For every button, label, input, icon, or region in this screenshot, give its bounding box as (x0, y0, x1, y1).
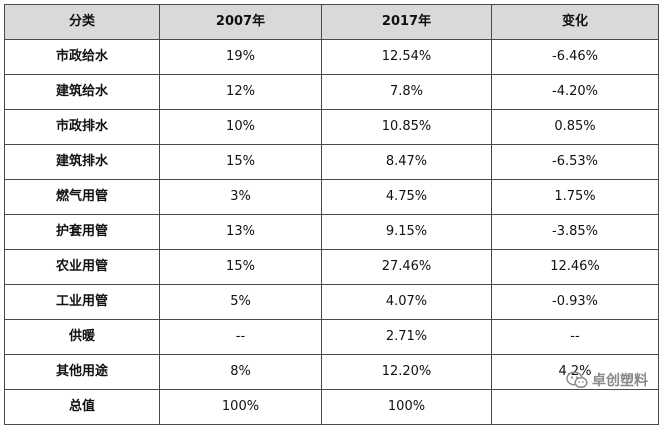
value-2017-cell: 9.15% (321, 214, 492, 250)
change-cell: -3.85% (491, 214, 659, 250)
table-row: 供暖 -- 2.71% -- (4, 319, 659, 355)
value-2017-cell: 2.71% (321, 319, 492, 355)
wechat-icon (566, 371, 588, 389)
value-2017-cell: 100% (321, 389, 492, 425)
change-cell: -4.20% (491, 74, 659, 110)
value-2007-cell: 13% (159, 214, 322, 250)
change-cell: 0.85% (491, 109, 659, 145)
change-cell: 12.46% (491, 249, 659, 285)
table-row: 农业用管 15% 27.46% 12.46% (4, 249, 659, 285)
category-cell: 其他用途 (4, 354, 160, 390)
value-2017-cell: 4.07% (321, 284, 492, 320)
value-2007-cell: -- (159, 319, 322, 355)
value-2007-cell: 15% (159, 249, 322, 285)
table-row: 燃气用管 3% 4.75% 1.75% (4, 179, 659, 215)
change-cell: 1.75% (491, 179, 659, 215)
change-cell: -6.46% (491, 39, 659, 75)
category-cell: 供暖 (4, 319, 160, 355)
value-2007-cell: 12% (159, 74, 322, 110)
value-2007-cell: 10% (159, 109, 322, 145)
category-cell: 工业用管 (4, 284, 160, 320)
table-row: 护套用管 13% 9.15% -3.85% (4, 214, 659, 250)
header-2017: 2017年 (321, 4, 492, 40)
table-row: 其他用途 8% 12.20% 4.2% (4, 354, 659, 390)
header-2007: 2007年 (159, 4, 322, 40)
category-cell: 建筑排水 (4, 144, 160, 180)
value-2007-cell: 3% (159, 179, 322, 215)
change-cell: -- (491, 319, 659, 355)
header-change: 变化 (491, 4, 659, 40)
value-2007-cell: 19% (159, 39, 322, 75)
table-row: 建筑排水 15% 8.47% -6.53% (4, 144, 659, 180)
category-cell: 总值 (4, 389, 160, 425)
value-2017-cell: 12.20% (321, 354, 492, 390)
value-2017-cell: 27.46% (321, 249, 492, 285)
data-table: 分类 2007年 2017年 变化 市政给水 19% 12.54% -6.46%… (4, 4, 659, 425)
category-cell: 市政排水 (4, 109, 160, 145)
header-row: 分类 2007年 2017年 变化 (4, 4, 659, 40)
value-2017-cell: 7.8% (321, 74, 492, 110)
value-2007-cell: 15% (159, 144, 322, 180)
table-row-total: 总值 100% 100% (4, 389, 659, 425)
value-2007-cell: 100% (159, 389, 322, 425)
category-cell: 建筑给水 (4, 74, 160, 110)
change-cell: -6.53% (491, 144, 659, 180)
change-cell: -0.93% (491, 284, 659, 320)
watermark: 卓创塑料 (566, 370, 648, 390)
table-row: 工业用管 5% 4.07% -0.93% (4, 284, 659, 320)
value-2007-cell: 8% (159, 354, 322, 390)
category-cell: 燃气用管 (4, 179, 160, 215)
table-row: 建筑给水 12% 7.8% -4.20% (4, 74, 659, 110)
value-2007-cell: 5% (159, 284, 322, 320)
table-row: 市政排水 10% 10.85% 0.85% (4, 109, 659, 145)
value-2017-cell: 8.47% (321, 144, 492, 180)
header-category: 分类 (4, 4, 160, 40)
value-2017-cell: 12.54% (321, 39, 492, 75)
value-2017-cell: 10.85% (321, 109, 492, 145)
category-cell: 农业用管 (4, 249, 160, 285)
category-cell: 市政给水 (4, 39, 160, 75)
category-cell: 护套用管 (4, 214, 160, 250)
watermark-text: 卓创塑料 (592, 373, 648, 389)
change-cell (491, 389, 659, 425)
value-2017-cell: 4.75% (321, 179, 492, 215)
table-row: 市政给水 19% 12.54% -6.46% (4, 39, 659, 75)
